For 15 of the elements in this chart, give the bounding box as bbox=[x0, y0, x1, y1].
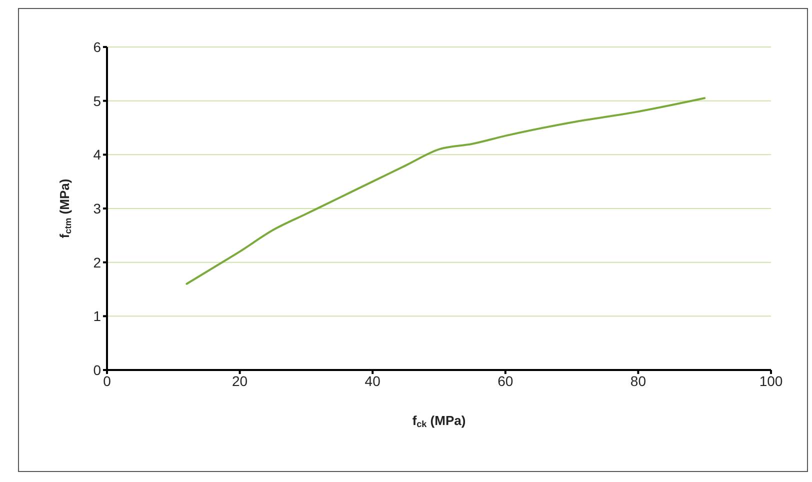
x-tick-label: 60 bbox=[498, 372, 514, 389]
x-tick-label: 20 bbox=[232, 372, 248, 389]
y-tick-label: 0 bbox=[93, 362, 102, 378]
y-tick-label: 1 bbox=[93, 308, 102, 324]
x-tick-label: 0 bbox=[103, 372, 112, 389]
x-axis-title: f$_{ck}$ (MPa) bbox=[412, 413, 466, 430]
y-tick-label: 5 bbox=[93, 92, 102, 109]
x-tick-label: 100 bbox=[759, 372, 783, 389]
y-tick-label: 3 bbox=[93, 200, 102, 216]
x-tick-label: 80 bbox=[630, 372, 646, 389]
y-tick-label: 2 bbox=[93, 254, 102, 270]
y-tick-label: 4 bbox=[93, 146, 102, 163]
x-tick-label: 40 bbox=[364, 372, 381, 389]
y-tick-label: 6 bbox=[93, 38, 102, 55]
line-series bbox=[186, 97, 706, 285]
